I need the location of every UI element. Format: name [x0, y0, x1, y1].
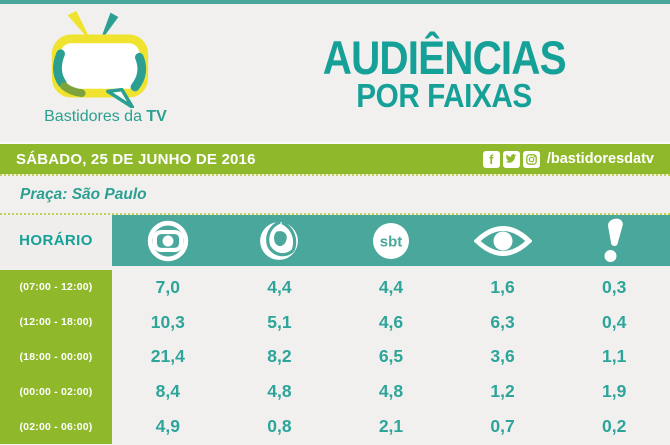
ratings-table: HORÁRIO sbt [0, 215, 670, 444]
site-logo: Bastidores da TV [0, 4, 218, 126]
page-title: AUDIÊNCIAS POR FAIXAS [218, 4, 670, 114]
logo-wordmark: Bastidores da TV [18, 108, 193, 126]
title-line-1: AUDIÊNCIAS [322, 31, 567, 84]
rating-cell: 8,4 [155, 381, 180, 402]
instagram-icon[interactable] [522, 150, 540, 168]
rating-cell: 4,8 [378, 381, 404, 402]
date-bar: SÁBADO, 25 DE JUNHO DE 2016 f /bastidore… [0, 142, 670, 174]
tv-logo-icon [51, 10, 149, 108]
rating-cell: 10,3 [150, 311, 185, 332]
rating-cell: 0,2 [602, 416, 627, 437]
social-links[interactable]: f /bastidoresdatv [482, 150, 654, 168]
svg-text:sbt: sbt [380, 233, 403, 250]
rating-cell: 0,3 [602, 276, 627, 297]
masthead: Bastidores da TV AUDIÊNCIAS POR FAIXAS [0, 4, 670, 142]
rating-cell: 1,9 [602, 381, 627, 402]
rating-cell: 6,3 [490, 311, 515, 332]
sbt-logo-icon: sbt [372, 222, 409, 259]
top-accent-bar [0, 0, 670, 4]
time-slot-label: (12:00 - 18:00) [0, 304, 112, 340]
rating-cell: 2,1 [378, 416, 404, 437]
date-label: SÁBADO, 25 DE JUNHO DE 2016 [16, 150, 256, 168]
rating-cell: 7,0 [155, 276, 180, 297]
rating-cell: 4,9 [155, 416, 180, 437]
rating-cell: 4,6 [378, 311, 404, 332]
title-line-2: POR FAIXAS [356, 77, 532, 114]
rating-cell: 3,6 [490, 346, 515, 367]
globo-logo-icon [147, 220, 189, 261]
time-slot-label: (02:00 - 06:00) [0, 409, 112, 444]
rating-cell: 1,1 [602, 346, 627, 367]
time-slot-label: (07:00 - 12:00) [0, 270, 112, 305]
rating-cell: 4,4 [267, 276, 292, 297]
rating-cell: 0,4 [602, 311, 627, 332]
time-slot-label: (18:00 - 00:00) [0, 339, 112, 375]
twitter-icon[interactable] [502, 150, 520, 168]
logo-text-bold: TV [146, 108, 167, 125]
rating-cell: 4,4 [378, 276, 404, 297]
band-logo-icon [473, 225, 532, 256]
rating-cell: 1,6 [490, 276, 515, 297]
logo-text-regular: Bastidores da [44, 108, 147, 125]
facebook-icon[interactable]: f [482, 150, 500, 168]
network-header-band [446, 215, 559, 270]
record-logo-icon [260, 220, 299, 260]
region-label: Praça: São Paulo [20, 185, 147, 203]
network-header-redetv [558, 215, 670, 270]
region-row: Praça: São Paulo [0, 174, 670, 215]
time-slot-label: (00:00 - 02:00) [0, 374, 112, 410]
network-header-record [223, 215, 336, 270]
rating-cell: 21,4 [150, 346, 185, 367]
redetv-logo-icon [604, 218, 623, 262]
network-header-sbt: sbt [335, 215, 447, 270]
network-header-globo [112, 215, 224, 270]
rating-cell: 5,1 [267, 311, 292, 332]
rating-cell: 0,8 [267, 416, 292, 437]
rating-cell: 1,2 [490, 381, 515, 402]
rating-cell: 0,7 [490, 416, 515, 437]
rating-cell: 6,5 [378, 346, 404, 367]
social-handle[interactable]: /bastidoresdatv [546, 151, 654, 167]
rating-cell: 8,2 [267, 346, 292, 367]
rating-cell: 4,8 [267, 381, 292, 402]
time-column-header: HORÁRIO [0, 215, 112, 270]
